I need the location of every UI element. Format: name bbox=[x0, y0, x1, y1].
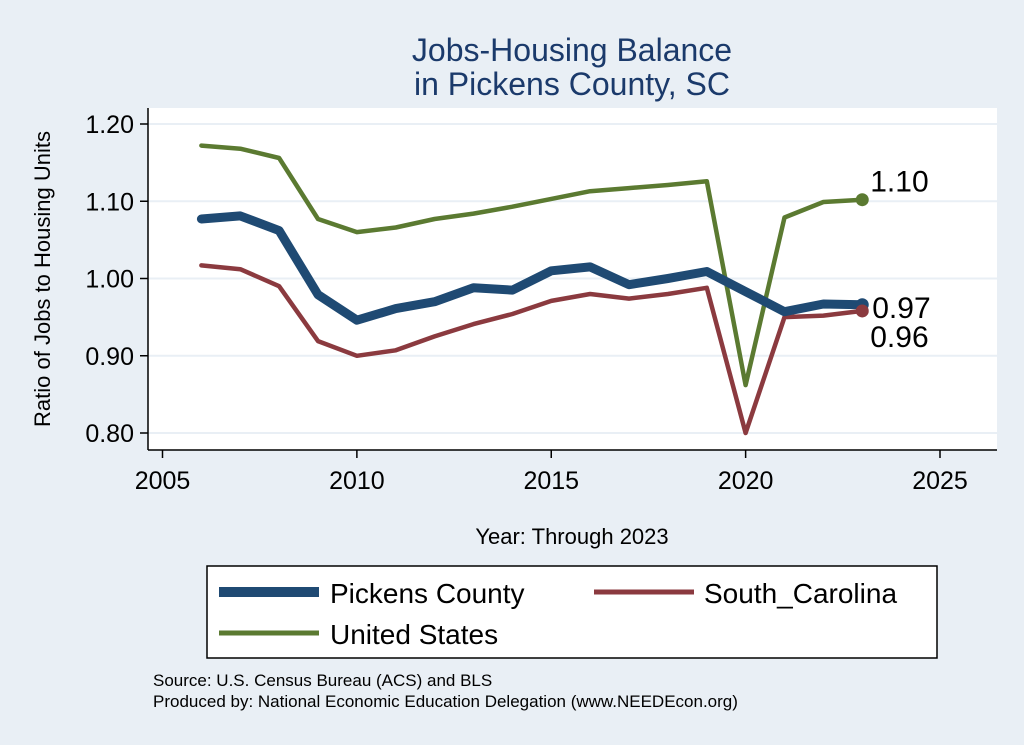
series-lines bbox=[196, 143, 867, 436]
legend: Pickens County South_Carolina United Sta… bbox=[206, 565, 938, 659]
source-note: Source: U.S. Census Bureau (ACS) and BLS bbox=[153, 671, 492, 690]
x-tick-label: 2020 bbox=[718, 467, 774, 495]
y-axis-ticks: 0.80 0.90 1.00 1.10 1.20 bbox=[85, 111, 148, 448]
end-markers: 0.970.96 1.10 bbox=[855, 166, 931, 354]
legend-label-south-carolina: South_Carolina bbox=[704, 578, 897, 609]
y-axis-title: Ratio of Jobs to Housing Units bbox=[30, 131, 55, 427]
y-tick-label: 0.80 bbox=[85, 420, 134, 448]
x-tick-label: 2015 bbox=[523, 467, 579, 495]
x-tick-label: 2025 bbox=[912, 467, 968, 495]
x-tick-label: 2005 bbox=[135, 467, 191, 495]
legend-label-pickens: Pickens County bbox=[330, 578, 525, 609]
x-axis-title: Year: Through 2023 bbox=[475, 524, 668, 549]
legend-label-united-states: United States bbox=[330, 619, 498, 650]
series-line-pickens-county bbox=[196, 211, 867, 325]
series-line-united-states bbox=[199, 143, 865, 388]
producer-note: Produced by: National Economic Education… bbox=[153, 692, 738, 711]
x-tick-label: 2010 bbox=[329, 467, 385, 495]
y-tick-label: 1.00 bbox=[85, 266, 134, 294]
chart-title: Jobs-Housing Balance bbox=[412, 32, 732, 68]
end-marker-south-carolina bbox=[855, 304, 869, 318]
legend-box bbox=[206, 565, 938, 659]
y-tick-label: 1.10 bbox=[85, 188, 134, 216]
end-label-pickens-county: 0.97 bbox=[872, 292, 930, 325]
y-tick-label: 1.20 bbox=[85, 111, 134, 139]
x-axis-ticks: 2005 2010 2015 2020 2025 bbox=[135, 450, 968, 495]
y-tick-label: 0.90 bbox=[85, 343, 134, 371]
end-label-united-states: 1.10 bbox=[870, 166, 928, 199]
gridlines bbox=[148, 123, 997, 434]
end-label-south-carolina: 0.96 bbox=[870, 321, 928, 354]
chart-subtitle: in Pickens County, SC bbox=[414, 66, 730, 102]
end-marker-united-states bbox=[855, 193, 869, 207]
series-line-south-carolina bbox=[199, 263, 865, 436]
